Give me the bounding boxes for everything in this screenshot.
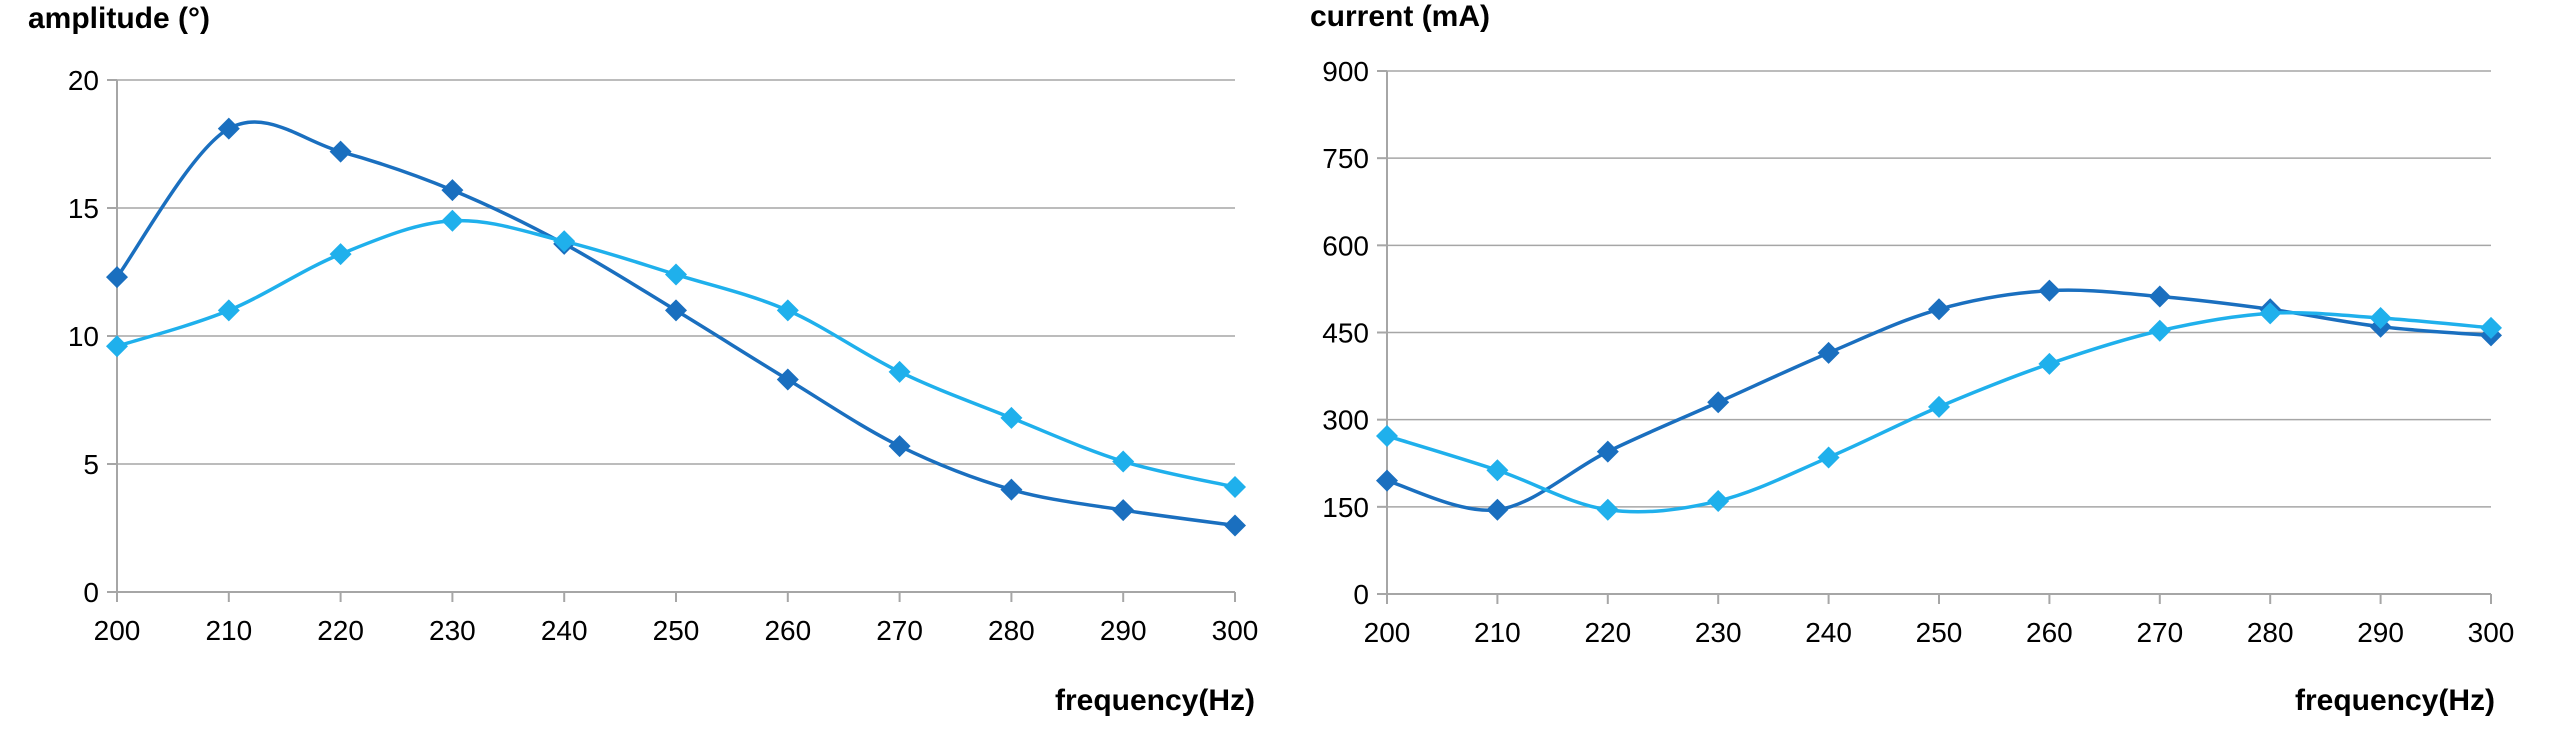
- data-point: [2480, 316, 2502, 339]
- data-point: [329, 140, 352, 163]
- y-tick-label: 450: [1322, 318, 1369, 349]
- data-point: [1596, 440, 1619, 463]
- data-point: [329, 243, 352, 266]
- data-point: [441, 179, 464, 202]
- data-point: [1817, 341, 1840, 364]
- x-tick-label: 200: [94, 615, 141, 646]
- data-point: [1596, 498, 1619, 521]
- data-point: [1707, 391, 1730, 414]
- amplitude-chart: amplitude (°) frequency(Hz) 0 5 10 15 20 200…: [28, 2, 1259, 717]
- y-tick-label: 900: [1322, 56, 1369, 87]
- data-point: [2038, 352, 2061, 375]
- data-point: [1224, 514, 1246, 537]
- series-line-2: [116, 218, 1236, 489]
- data-point: [1928, 395, 1950, 418]
- y-tick-label: 0: [83, 577, 99, 608]
- x-tick-label: 240: [1805, 617, 1852, 648]
- data-point: [2038, 279, 2061, 302]
- x-ticks: 200 210 220 230 240 250 260 270 280 290 300: [1364, 617, 2515, 648]
- data-point: [1112, 450, 1135, 473]
- data-point: [888, 435, 911, 458]
- y-tick-label: 10: [68, 321, 99, 352]
- data-point: [1928, 298, 1950, 321]
- x-tick-label: 300: [2468, 617, 2515, 648]
- y-tick-label: 600: [1322, 230, 1369, 261]
- data-point: [106, 266, 128, 289]
- x-tick-label: 200: [1364, 617, 1411, 648]
- data-point: [665, 299, 687, 322]
- x-axis-label: frequency(Hz): [1055, 684, 1255, 717]
- x-ticks: 200 210 220 230 240 250 260 270 280 290 300: [94, 615, 1259, 646]
- x-tick-label: 300: [1212, 615, 1259, 646]
- data-point: [2259, 302, 2282, 325]
- x-tick-label: 240: [541, 615, 588, 646]
- x-tick-label: 280: [988, 615, 1035, 646]
- data-point: [441, 209, 464, 232]
- data-point: [106, 335, 128, 358]
- y-tick-label: 5: [83, 449, 99, 480]
- data-point: [1112, 499, 1135, 522]
- data-point: [1817, 446, 1840, 469]
- x-tick-label: 250: [653, 615, 700, 646]
- data-point: [1000, 406, 1023, 429]
- data-point: [217, 299, 240, 322]
- y-tick-label: 15: [68, 193, 99, 224]
- x-tick-label: 280: [2247, 617, 2294, 648]
- data-point: [1707, 490, 1730, 513]
- gridlines: [107, 79, 1236, 602]
- x-tick-label: 230: [429, 615, 476, 646]
- x-tick-label: 250: [1916, 617, 1963, 648]
- x-tick-label: 260: [764, 615, 811, 646]
- data-point: [217, 117, 240, 140]
- data-point: [1376, 469, 1398, 492]
- x-tick-label: 220: [1584, 617, 1631, 648]
- y-axis-label: current (mA): [1310, 0, 1490, 33]
- y-ticks: 0 5 10 15 20: [68, 65, 99, 608]
- y-tick-label: 300: [1322, 405, 1369, 436]
- x-tick-label: 220: [317, 615, 364, 646]
- data-point: [2148, 285, 2171, 308]
- x-tick-label: 210: [205, 615, 252, 646]
- series-group: [106, 117, 1246, 537]
- x-tick-label: 270: [2136, 617, 2183, 648]
- y-tick-label: 0: [1353, 579, 1369, 610]
- data-point: [2369, 306, 2392, 329]
- x-axis-label: frequency(Hz): [2295, 684, 2495, 717]
- x-tick-label: 230: [1695, 617, 1742, 648]
- x-tick-label: 270: [876, 615, 923, 646]
- data-point: [776, 299, 799, 322]
- y-tick-label: 20: [68, 65, 99, 96]
- gridlines: [1377, 70, 2492, 604]
- current-chart: current (mA) frequency(Hz) 0 150 300 450 600…: [1280, 0, 2560, 747]
- y-ticks: 0 150 300 450 600 750 900: [1322, 56, 1369, 610]
- y-tick-label: 150: [1322, 492, 1369, 523]
- data-point: [2148, 319, 2171, 342]
- data-point: [776, 368, 799, 391]
- y-tick-label: 750: [1322, 143, 1369, 174]
- data-point: [665, 263, 687, 286]
- data-point: [1486, 498, 1509, 521]
- data-point: [888, 360, 911, 383]
- x-tick-label: 210: [1474, 617, 1521, 648]
- data-point: [1376, 424, 1398, 447]
- data-point: [1224, 476, 1246, 499]
- amplitude-chart-svg: amplitude (°) frequency(Hz) 0 5 10 15 20 200…: [28, 2, 1259, 717]
- series-line-1: [115, 120, 1236, 528]
- x-tick-label: 260: [2026, 617, 2073, 648]
- current-chart-svg: current (mA) frequency(Hz) 0 150 300 450 600…: [1310, 0, 2515, 717]
- data-point: [1486, 459, 1509, 482]
- series-group: [1376, 279, 2502, 521]
- x-tick-label: 290: [2357, 617, 2404, 648]
- y-axis-label: amplitude (°): [28, 2, 210, 35]
- x-tick-label: 290: [1100, 615, 1147, 646]
- data-point: [553, 230, 576, 253]
- data-point: [1000, 478, 1023, 501]
